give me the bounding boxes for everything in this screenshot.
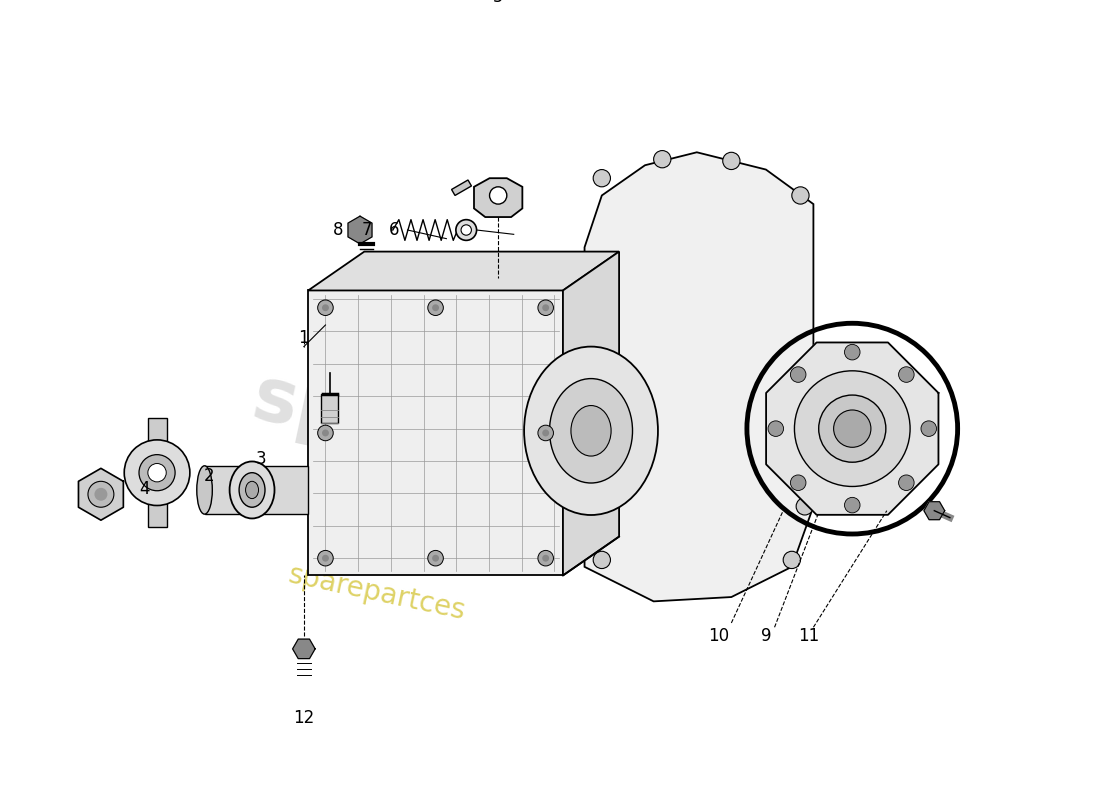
Circle shape: [845, 344, 860, 360]
Text: 7: 7: [362, 221, 372, 239]
Circle shape: [322, 304, 329, 311]
Bar: [205, 466, 308, 514]
Circle shape: [899, 366, 914, 382]
Circle shape: [791, 475, 806, 490]
Circle shape: [88, 482, 114, 507]
Text: 10: 10: [707, 627, 729, 645]
Circle shape: [653, 150, 671, 168]
Circle shape: [318, 550, 333, 566]
Text: 11: 11: [799, 627, 820, 645]
Circle shape: [432, 304, 439, 311]
Circle shape: [124, 440, 190, 506]
Polygon shape: [78, 468, 123, 520]
Circle shape: [723, 152, 740, 170]
Circle shape: [490, 187, 507, 204]
Ellipse shape: [239, 473, 265, 507]
Ellipse shape: [230, 462, 275, 518]
Circle shape: [899, 475, 914, 490]
Circle shape: [322, 430, 329, 437]
Circle shape: [783, 551, 801, 569]
Bar: [308, 290, 563, 575]
Circle shape: [834, 410, 871, 447]
Bar: [321, 394, 339, 423]
Circle shape: [768, 421, 783, 437]
Ellipse shape: [245, 482, 258, 498]
Polygon shape: [584, 152, 813, 602]
Text: 2: 2: [204, 467, 214, 485]
Circle shape: [318, 300, 333, 315]
Circle shape: [461, 225, 472, 235]
Circle shape: [455, 220, 476, 240]
Ellipse shape: [571, 406, 612, 456]
Polygon shape: [766, 342, 938, 515]
Circle shape: [818, 395, 886, 462]
Circle shape: [147, 463, 166, 482]
Text: 8: 8: [333, 221, 343, 239]
Polygon shape: [293, 639, 315, 658]
Circle shape: [139, 454, 175, 490]
Circle shape: [796, 498, 813, 515]
Bar: [147, 501, 166, 527]
Text: 4: 4: [139, 480, 150, 498]
Ellipse shape: [524, 346, 658, 515]
Circle shape: [318, 425, 333, 441]
Ellipse shape: [197, 466, 212, 514]
Circle shape: [593, 170, 611, 187]
Text: 5: 5: [493, 0, 504, 6]
Circle shape: [428, 300, 443, 315]
Polygon shape: [924, 502, 945, 520]
Circle shape: [791, 366, 806, 382]
Text: sparepartces: sparepartces: [286, 560, 469, 626]
Circle shape: [593, 551, 611, 569]
Text: since 1985: since 1985: [495, 497, 726, 585]
Bar: [147, 418, 166, 444]
Circle shape: [428, 550, 443, 566]
Circle shape: [432, 554, 439, 562]
Ellipse shape: [550, 378, 632, 483]
Circle shape: [95, 488, 108, 501]
Circle shape: [538, 425, 553, 441]
Polygon shape: [308, 251, 619, 290]
Circle shape: [794, 371, 910, 486]
Circle shape: [538, 550, 553, 566]
Circle shape: [542, 554, 549, 562]
Text: 3: 3: [255, 450, 266, 468]
Polygon shape: [348, 216, 372, 244]
Circle shape: [542, 304, 549, 311]
Text: 12: 12: [294, 709, 315, 727]
Polygon shape: [474, 178, 522, 217]
Text: sparepartces: sparepartces: [245, 362, 803, 548]
Circle shape: [845, 498, 860, 513]
Text: 9: 9: [761, 627, 771, 645]
Circle shape: [542, 430, 549, 437]
Bar: [451, 180, 472, 195]
Text: 1: 1: [298, 329, 309, 347]
Polygon shape: [563, 251, 619, 575]
Circle shape: [538, 300, 553, 315]
Circle shape: [322, 554, 329, 562]
Text: 6: 6: [389, 221, 399, 239]
Circle shape: [792, 187, 810, 204]
Circle shape: [921, 421, 936, 437]
